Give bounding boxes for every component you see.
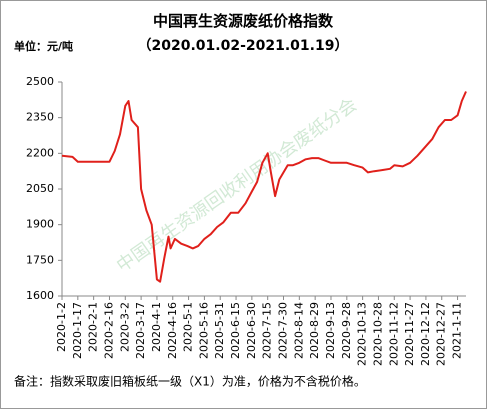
x-tick-label: 2020-9-28 [340, 302, 353, 359]
x-tick-label: 2020-11-27 [403, 302, 416, 366]
y-tick-label: 2200 [26, 146, 54, 159]
y-tick-label: 2350 [26, 111, 54, 124]
x-tick-label: 2020-5-1 [182, 302, 195, 352]
y-tick-label: 1600 [26, 289, 54, 302]
x-tick-label: 2020-1-17 [71, 302, 84, 359]
footnote: 备注：指数采取废旧箱板纸一级（X1）为准，价格为不含税价格。 [14, 374, 366, 389]
x-tick-label: 2020-12-27 [435, 302, 448, 366]
x-tick-label: 2020-2-16 [102, 302, 115, 359]
y-tick-label: 1900 [26, 218, 54, 231]
x-tick-label: 2020-2-1 [87, 302, 100, 352]
x-tick-label: 2020-10-28 [371, 302, 384, 366]
x-tick-label: 2020-4-1 [150, 302, 163, 352]
x-tick-label: 2020-9-13 [324, 302, 337, 359]
data-line [61, 91, 467, 283]
x-tick-label: 2020-12-12 [419, 302, 432, 366]
y-tick-label: 1750 [26, 253, 54, 266]
x-tick-label: 2020-6-30 [245, 302, 258, 359]
x-tick-label: 2020-7-15 [261, 302, 274, 359]
x-tick-label: 2020-10-13 [356, 302, 369, 366]
x-tick-label: 2020-7-30 [277, 302, 290, 359]
y-tick-label: 2500 [26, 75, 54, 88]
x-tick-label: 2020-1-2 [55, 302, 68, 352]
x-tick-label: 2020-4-16 [166, 302, 179, 359]
x-tick-label: 2020-3-17 [134, 302, 147, 359]
y-tick-label: 2050 [26, 182, 54, 195]
x-tick-label: 2020-5-16 [197, 302, 210, 359]
chart-subtitle: （2020.01.02-2021.01.19） [138, 38, 349, 54]
x-tick-label: 2020-11-12 [387, 302, 400, 366]
x-tick-label: 2020-8-29 [308, 302, 321, 359]
x-tick-label: 2020-8-14 [292, 302, 305, 359]
x-tick-label: 2020-3-2 [118, 302, 131, 352]
x-tick-label: 2020-5-31 [213, 302, 226, 359]
chart-title: 中国再生资源废纸价格指数 [153, 12, 334, 30]
x-tick-label: 2021-1-11 [451, 302, 464, 359]
x-tick-label: 2020-6-15 [229, 302, 242, 359]
unit-label: 单位：元/吨 [14, 39, 73, 53]
